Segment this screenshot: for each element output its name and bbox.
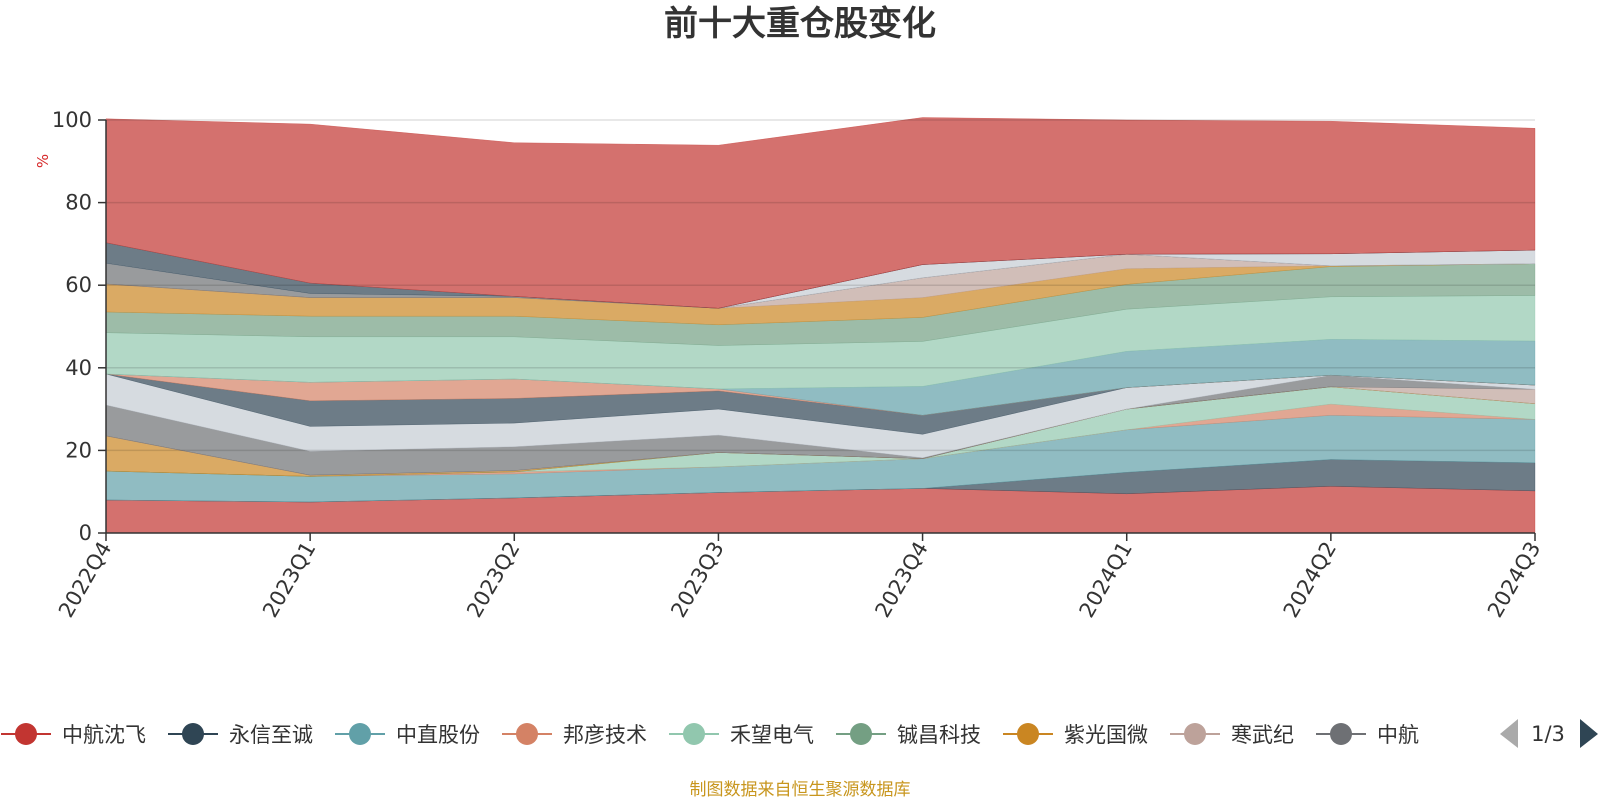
legend-marker-0[interactable] — [15, 723, 37, 745]
x-tick-label-4: 2023Q4 — [870, 538, 932, 622]
grid-lines — [106, 119, 1535, 452]
legend-pager: 1/3 — [1500, 719, 1598, 748]
legend-item-0[interactable]: 中航沈飞 — [62, 723, 146, 747]
x-tick-label-7: 2024Q3 — [1483, 538, 1545, 622]
x-tick-label-6: 2024Q2 — [1279, 538, 1341, 622]
y-tick-label-4: 80 — [65, 191, 92, 215]
x-tick-label-0: 2022Q4 — [54, 538, 116, 622]
legend-marker-3[interactable] — [516, 723, 538, 745]
pager-page: 1/3 — [1531, 722, 1565, 746]
legend: 中航沈飞 永信至诚 中直股份 邦彦技术 禾望电气 铖昌科技 紫光国微 寒武纪 中航 — [1, 723, 1419, 747]
stacked-areas — [105, 117, 1536, 534]
legend-marker-8[interactable] — [1330, 723, 1352, 745]
y-tick-label-5: 100 — [52, 108, 92, 132]
pager-next-icon[interactable] — [1580, 719, 1598, 748]
legend-marker-4[interactable] — [683, 723, 705, 745]
data-source-note: 制图数据来自恒生聚源数据库 — [690, 780, 911, 800]
chart-title: 前十大重仓股变化 — [664, 4, 936, 44]
y-axis-label: % — [34, 154, 52, 168]
legend-marker-2[interactable] — [349, 723, 371, 745]
y-tick-label-3: 60 — [65, 273, 92, 297]
area-series-20 — [105, 117, 1536, 309]
legend-item-4[interactable]: 禾望电气 — [730, 723, 814, 747]
x-tick-label-1: 2023Q1 — [258, 538, 320, 622]
y-tick-label-2: 40 — [65, 356, 92, 380]
legend-marker-1[interactable] — [182, 723, 204, 745]
legend-item-5[interactable]: 铖昌科技 — [897, 723, 981, 747]
legend-marker-5[interactable] — [850, 723, 872, 745]
legend-marker-7[interactable] — [1184, 723, 1206, 745]
legend-item-2[interactable]: 中直股份 — [396, 723, 480, 747]
y-tick-label-0: 0 — [79, 521, 92, 545]
pager-prev-icon[interactable] — [1500, 719, 1518, 748]
legend-item-3[interactable]: 邦彦技术 — [563, 723, 647, 747]
legend-item-7[interactable]: 寒武纪 — [1231, 723, 1294, 747]
x-tick-label-3: 2023Q3 — [666, 538, 728, 622]
legend-marker-6[interactable] — [1017, 723, 1039, 745]
legend-item-1[interactable]: 永信至诚 — [229, 723, 313, 747]
x-tick-label-2: 2023Q2 — [462, 538, 524, 622]
y-tick-label-1: 20 — [65, 438, 92, 462]
legend-item-6[interactable]: 紫光国微 — [1064, 723, 1148, 747]
x-tick-label-5: 2024Q1 — [1075, 538, 1137, 622]
legend-item-8[interactable]: 中航 — [1377, 723, 1419, 747]
